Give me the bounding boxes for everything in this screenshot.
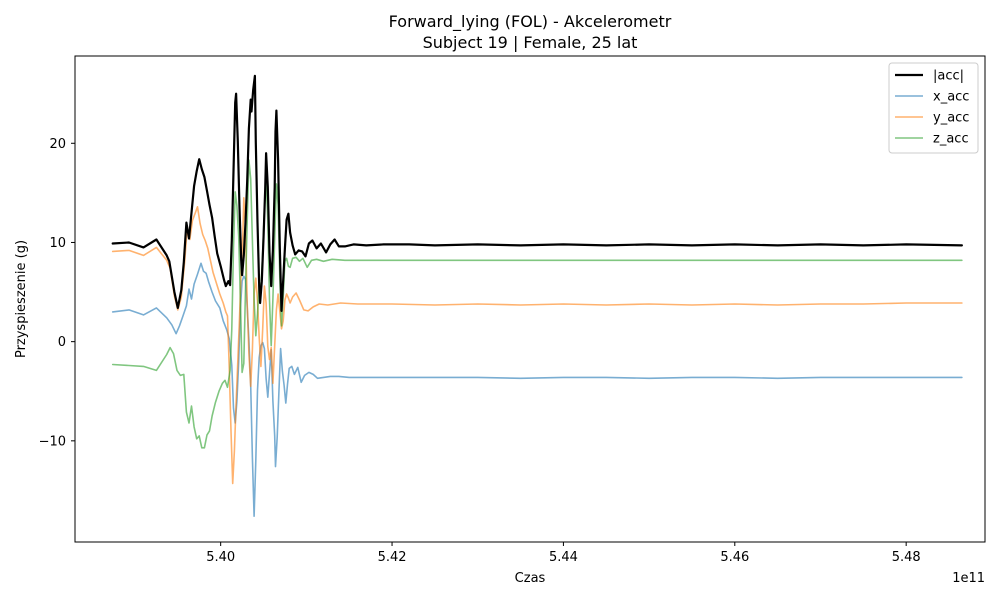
x-tick-label: 5.48 bbox=[892, 550, 921, 565]
series-line-acc bbox=[111, 74, 963, 312]
y-tick-label: −10 bbox=[39, 434, 66, 449]
x-axis-label: Czas bbox=[515, 571, 546, 586]
series-line-xacc bbox=[111, 262, 963, 517]
x-tick-label: 5.40 bbox=[206, 550, 235, 565]
legend-label: z_acc bbox=[933, 132, 969, 147]
chart-title: Forward_lying (FOL) - Akcelerometr bbox=[389, 12, 672, 32]
plot-frame bbox=[74, 55, 986, 543]
legend-box bbox=[888, 62, 979, 154]
series-layer bbox=[111, 74, 963, 517]
y-axis-label: Przyspieszenie (g) bbox=[14, 240, 29, 358]
legend: |acc| x_acc y_acc z_acc bbox=[888, 62, 979, 154]
x-axis: 5.40 5.42 5.44 5.46 5.48 bbox=[206, 542, 921, 565]
x-tick-label: 5.44 bbox=[549, 550, 578, 565]
x-tick-label: 5.46 bbox=[720, 550, 749, 565]
y-tick-label: 20 bbox=[49, 137, 66, 152]
y-tick-label: 10 bbox=[49, 236, 66, 251]
legend-label: y_acc bbox=[933, 111, 969, 126]
plot-area bbox=[74, 55, 986, 543]
chart-subtitle: Subject 19 | Female, 25 lat bbox=[423, 33, 638, 52]
x-axis-offset-label: 1e11 bbox=[952, 571, 985, 586]
x-tick-label: 5.42 bbox=[378, 550, 407, 565]
legend-label: x_acc bbox=[933, 90, 969, 105]
legend-label: |acc| bbox=[933, 69, 964, 84]
y-axis: −10 0 10 20 bbox=[39, 137, 75, 449]
y-tick-label: 0 bbox=[58, 335, 66, 350]
